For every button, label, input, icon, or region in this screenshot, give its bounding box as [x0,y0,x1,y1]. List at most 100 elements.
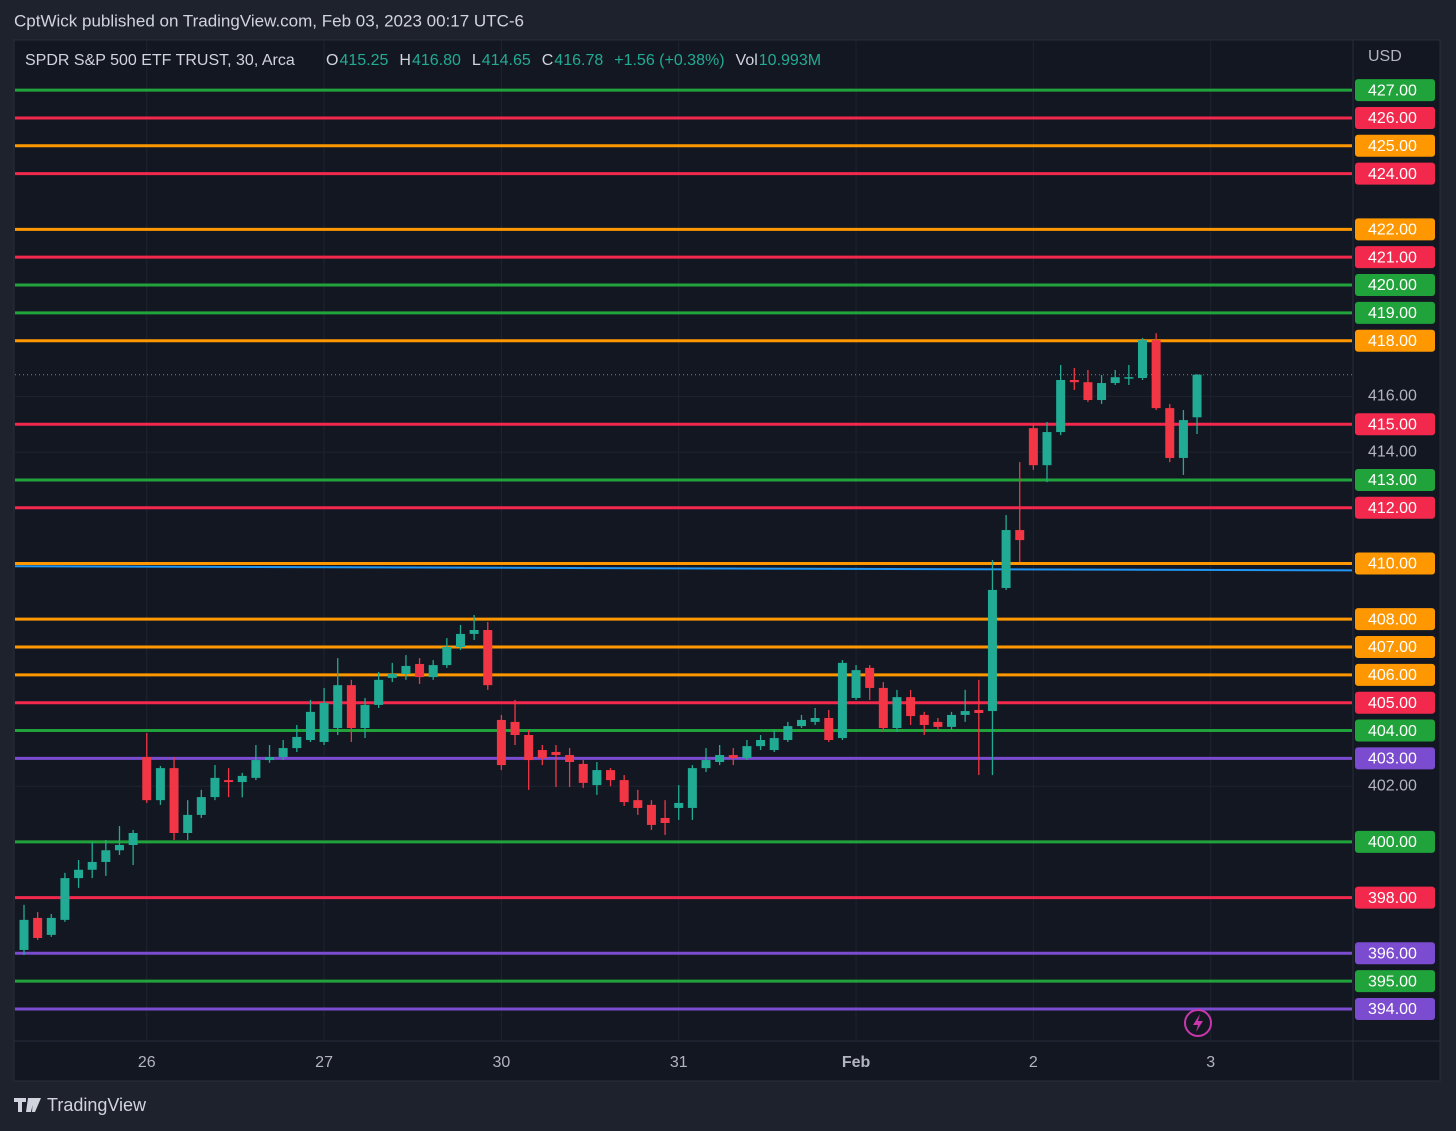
level-tag [1355,608,1435,631]
candle-body [1110,377,1120,384]
candle-body [646,804,656,825]
candle-body [1097,383,1107,401]
candle-body [633,800,643,808]
legend-low-label: L [472,52,481,69]
candle-body [674,802,684,808]
candle-body [796,719,806,727]
candle-body [305,711,315,741]
candle-body [715,755,725,763]
candle-body [169,768,179,834]
alert-icon[interactable] [1184,1009,1212,1037]
candle-body [210,777,220,798]
candle-body [960,711,970,715]
candle-body [142,756,152,801]
level-label: 394.00 [1368,1001,1417,1018]
candle-body [906,697,916,717]
candle-body [1137,340,1147,379]
candle-body [606,770,616,781]
candle-body [1151,340,1161,409]
candle-body [33,917,43,938]
y-tick-label: 416.00 [1368,388,1417,405]
candle-body [537,750,547,759]
candle-body [578,763,588,783]
candle-body [455,633,465,648]
candle-body [415,663,425,678]
candle-body [756,740,766,747]
legend: SPDR S&P 500 ETF TRUST, 30, Arca O 415.25… [25,52,821,69]
level-label: 412.00 [1368,500,1417,517]
candle-body [742,746,752,759]
x-tick-label: 31 [670,1054,688,1071]
level-tag [1355,997,1435,1020]
candle-body [974,709,984,713]
candle-body [183,814,193,834]
level-tag [1355,942,1435,965]
candle-body [1124,377,1134,379]
candle-body [224,780,234,783]
candle-body [60,878,70,920]
symbol: SPDR S&P 500 ETF TRUST, 30, Arca [25,52,295,69]
level-tag [1355,413,1435,436]
candle-body [824,718,834,741]
legend-open: 415.25 [339,52,388,69]
candle-body [783,726,793,741]
brand: TradingView [47,1095,147,1115]
level-label: 415.00 [1368,416,1417,433]
candle-body [769,738,779,751]
level-label: 419.00 [1368,305,1417,322]
level-tag [1355,719,1435,742]
candle-body [865,667,875,688]
level-label: 408.00 [1368,611,1417,628]
level-label: 422.00 [1368,222,1417,239]
candle-body [401,665,411,675]
level-tag [1355,691,1435,714]
x-tick-label: 30 [493,1054,511,1071]
candle-body [346,685,356,729]
trendline [14,565,1353,572]
legend-close-label: C [542,52,554,69]
level-tag [1355,636,1435,659]
candle-body [1015,530,1025,541]
candle-body [46,917,56,935]
level-label: 421.00 [1368,249,1417,266]
candle-body [1178,420,1188,458]
lightning [1193,1014,1203,1032]
candle-body [728,755,738,759]
candle-body [319,702,329,742]
level-tag [1355,134,1435,157]
level-tag [1355,79,1435,102]
level-tag [1355,468,1435,491]
level-tag [1355,970,1435,993]
level-tag [1355,329,1435,352]
level-label: 404.00 [1368,723,1417,740]
legend-high: 416.80 [412,52,461,69]
level-tag [1355,246,1435,269]
candle-body [101,850,111,862]
legend-volume: 10.993M [759,52,821,69]
candle-body [469,630,479,634]
candle-body [265,756,275,761]
legend-open-label: O [326,52,338,69]
candle-body [251,760,261,778]
candle-body [155,768,165,801]
level-label: 413.00 [1368,472,1417,489]
candle-body [387,674,397,678]
candle-body [278,748,288,757]
candle-body [237,775,247,783]
candle-body [114,844,124,851]
candle-body [1165,408,1175,458]
candle-body [660,817,670,823]
candle-body [496,719,506,766]
candle-body [551,751,561,756]
level-label: 403.00 [1368,751,1417,768]
candle-body [810,718,820,722]
candle-body [1001,530,1011,588]
candle-body [510,721,520,735]
level-label: 398.00 [1368,890,1417,907]
legend-close: 416.78 [554,52,603,69]
candle-body [428,665,438,678]
logo [14,1098,41,1112]
level-tag [1355,663,1435,686]
candle-body [292,736,302,749]
level-label: 406.00 [1368,667,1417,684]
